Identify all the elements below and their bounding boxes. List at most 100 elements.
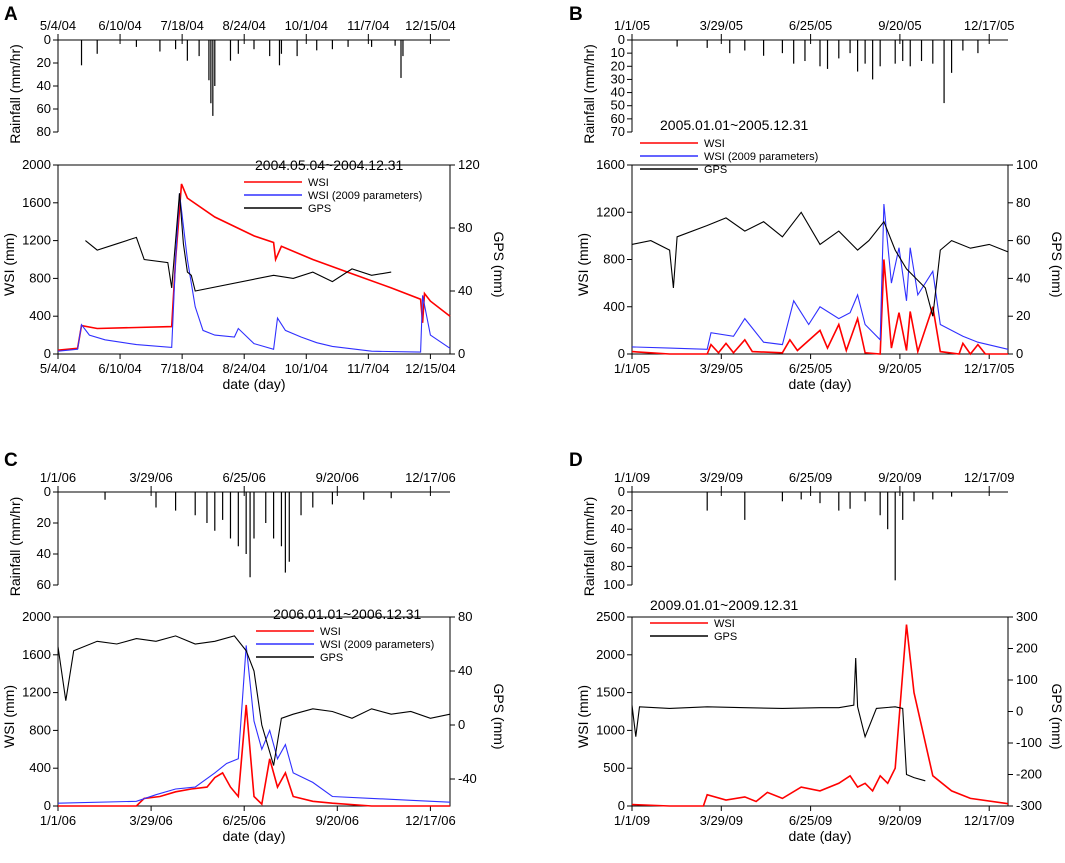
rain-y-tick-label: 70 (611, 124, 625, 139)
top-date-label: 3/29/09 (700, 470, 743, 485)
left-y-tick-label: 2000 (22, 157, 51, 172)
right-y-tick-label: 120 (458, 157, 480, 172)
x-tick-label: 3/29/05 (700, 361, 743, 376)
rain-y-tick-label: 40 (37, 546, 51, 561)
x-tick-label: 9/20/05 (878, 361, 921, 376)
rain-y-tick-label: 80 (37, 124, 51, 139)
rain-y-tick-label: 50 (611, 98, 625, 113)
series-line-wsi-2009-parameters (57, 645, 451, 804)
left-y-tick-label: 800 (29, 722, 51, 737)
top-date-label: 6/25/09 (789, 470, 832, 485)
right-y-tick-label: 80 (1016, 195, 1030, 210)
left-y-axis-label: WSI (mm) (1, 685, 17, 748)
rain-y-tick-label: 40 (611, 85, 625, 100)
x-tick-label: 12/17/09 (964, 813, 1015, 828)
rain-y-tick-label: 40 (611, 521, 625, 536)
right-y-axis-label: GPS (mm) (1049, 231, 1065, 297)
top-date-label: 1/1/05 (614, 18, 650, 33)
left-y-tick-label: 800 (603, 252, 625, 267)
series-line-wsi (631, 259, 1008, 356)
rain-y-tick-label: 100 (603, 577, 625, 592)
left-y-tick-label: 400 (603, 299, 625, 314)
x-tick-label: 9/20/06 (316, 813, 359, 828)
x-tick-label: 5/4/04 (40, 361, 76, 376)
x-tick-label: 8/24/04 (223, 361, 266, 376)
rain-y-tick-label: 20 (37, 515, 51, 530)
right-y-tick-label: -300 (1016, 798, 1042, 813)
left-y-tick-label: 1200 (596, 204, 625, 219)
x-tick-label: 12/17/06 (405, 813, 456, 828)
top-date-label: 8/24/04 (223, 18, 266, 33)
rain-y-tick-label: 40 (37, 78, 51, 93)
left-y-tick-label: 1600 (22, 647, 51, 662)
left-y-tick-label: 1000 (596, 722, 625, 737)
series-line-wsi-2009-parameters (631, 203, 1009, 350)
x-tick-label: 11/7/04 (347, 361, 389, 376)
top-date-label: 6/25/05 (789, 18, 832, 33)
left-y-tick-label: 400 (29, 760, 51, 775)
series-line-gps (85, 193, 392, 292)
right-y-tick-label: 200 (1016, 641, 1038, 656)
rain-y-tick-label: 0 (44, 32, 51, 47)
right-y-tick-label: 40 (458, 283, 472, 298)
panel-a: A 0 20 40 60 80 5/4/04 6/10/04 7/18/04 8/24/04 10/… (1, 4, 507, 392)
x-tick-label: 6/10/04 (98, 361, 141, 376)
left-y-tick-label: 400 (29, 308, 51, 323)
legend-entry: WSI (308, 177, 329, 189)
x-tick-label: 1/1/06 (40, 813, 76, 828)
rain-y-tick-label: 0 (44, 484, 51, 499)
x-tick-label: 3/29/06 (129, 813, 172, 828)
right-y-axis-label: GPS (mm) (491, 683, 507, 749)
rain-y-axis-label: Rainfall (mm/hr) (581, 44, 597, 144)
top-date-label: 7/18/04 (160, 18, 203, 33)
top-date-label: 11/7/04 (347, 18, 389, 33)
top-date-label: 12/17/05 (964, 18, 1015, 33)
panel-label: A (4, 4, 18, 25)
series-line-wsi (57, 183, 451, 351)
chart-title: 2004.05.04~2004.12.31 (255, 157, 404, 173)
panel-label: B (569, 4, 583, 25)
series-line-gps (631, 657, 926, 782)
right-y-axis-label: GPS (mm) (491, 231, 507, 297)
right-y-tick-label: 40 (458, 663, 472, 678)
series-line-wsi (631, 624, 1009, 807)
main-plot-frame (57, 164, 451, 355)
legend-entry: WSI (2009 parameters) (320, 639, 434, 651)
top-date-label: 12/17/09 (964, 470, 1015, 485)
x-tick-label: 7/18/04 (160, 361, 203, 376)
right-y-tick-label: 20 (1016, 308, 1030, 323)
top-date-label: 9/20/09 (878, 470, 921, 485)
right-y-tick-label: 0 (1016, 346, 1023, 361)
left-y-axis-label: WSI (mm) (575, 685, 591, 748)
right-y-tick-label: -100 (1016, 735, 1042, 750)
legend-entry: GPS (714, 631, 737, 643)
left-y-axis-label: WSI (mm) (1, 233, 17, 296)
right-y-tick-label: 80 (458, 609, 472, 624)
left-y-tick-label: 0 (618, 346, 625, 361)
left-y-tick-label: 500 (603, 760, 625, 775)
left-y-tick-label: 1200 (22, 233, 51, 248)
left-y-tick-label: 2000 (596, 647, 625, 662)
rain-y-tick-label: 20 (611, 58, 625, 73)
left-y-tick-label: 1600 (596, 157, 625, 172)
right-y-tick-label: -40 (458, 771, 477, 786)
left-y-tick-label: 1600 (22, 195, 51, 210)
rain-y-tick-label: 20 (611, 503, 625, 518)
legend-entry: GPS (308, 203, 331, 215)
top-date-label: 1/1/09 (614, 470, 650, 485)
left-y-tick-label: 0 (44, 346, 51, 361)
x-tick-label: 6/25/06 (223, 813, 266, 828)
main-plot-frame (631, 616, 1009, 807)
rain-y-tick-label: 30 (611, 71, 625, 86)
panel-label: D (569, 450, 583, 471)
rain-y-tick-label: 0 (618, 484, 625, 499)
x-tick-label: 6/25/09 (789, 813, 832, 828)
top-date-label: 5/4/04 (40, 18, 76, 33)
rain-y-tick-label: 60 (611, 540, 625, 555)
chart-title: 2006.01.01~2006.12.31 (273, 606, 422, 622)
legend-entry: WSI (714, 618, 735, 630)
legend-entry: WSI (704, 138, 725, 150)
x-axis-label: date (day) (788, 376, 851, 392)
